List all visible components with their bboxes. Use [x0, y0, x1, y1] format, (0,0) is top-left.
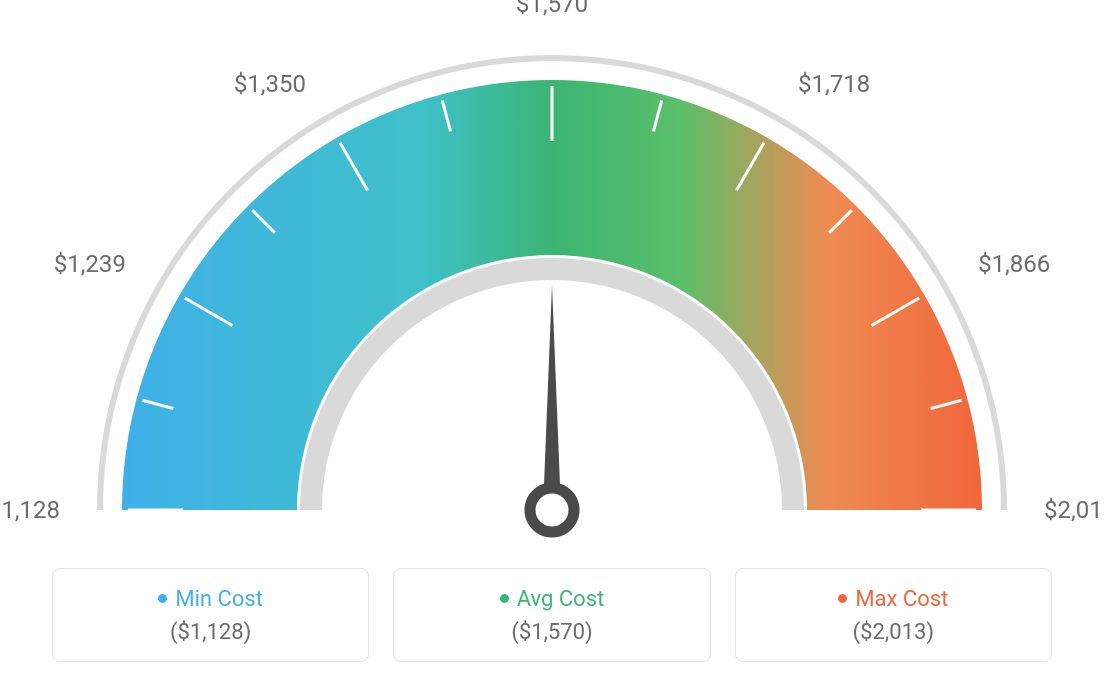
- cost-gauge-chart: $1,128 $1,239 $1,350 $1,570 $1,718 $1,866 $2,0…: [0, 0, 1104, 690]
- legend-value-max: ($2,013): [746, 620, 1041, 645]
- gauge-svg: [0, 0, 1104, 560]
- legend-title-text-min: Min Cost: [175, 587, 263, 612]
- gauge-tick-label: $1,350: [234, 70, 306, 98]
- legend-title-max: Max Cost: [746, 587, 1041, 612]
- legend-value-min: ($1,128): [63, 620, 358, 645]
- legend-title-avg: Avg Cost: [404, 587, 699, 612]
- legend-card-max: Max Cost ($2,013): [735, 568, 1052, 662]
- legend-row: Min Cost ($1,128) Avg Cost ($1,570) Max …: [52, 568, 1052, 662]
- gauge-tick-label: $1,718: [798, 70, 870, 98]
- legend-value-avg: ($1,570): [404, 620, 699, 645]
- gauge-tick-label: $1,866: [978, 250, 1050, 278]
- legend-title-text-avg: Avg Cost: [517, 587, 605, 612]
- gauge-tick-label: $1,128: [0, 496, 60, 524]
- gauge-tick-label: $1,239: [54, 250, 126, 278]
- legend-card-min: Min Cost ($1,128): [52, 568, 369, 662]
- legend-title-min: Min Cost: [63, 587, 358, 612]
- legend-title-text-max: Max Cost: [855, 587, 948, 612]
- gauge-tick-label: $2,013: [1044, 496, 1104, 524]
- gauge-area: $1,128 $1,239 $1,350 $1,570 $1,718 $1,866 $2,0…: [0, 0, 1104, 560]
- legend-dot-avg: [500, 594, 509, 603]
- legend-dot-min: [158, 594, 167, 603]
- legend-card-avg: Avg Cost ($1,570): [393, 568, 710, 662]
- legend-dot-max: [838, 594, 847, 603]
- gauge-tick-label: $1,570: [516, 0, 588, 18]
